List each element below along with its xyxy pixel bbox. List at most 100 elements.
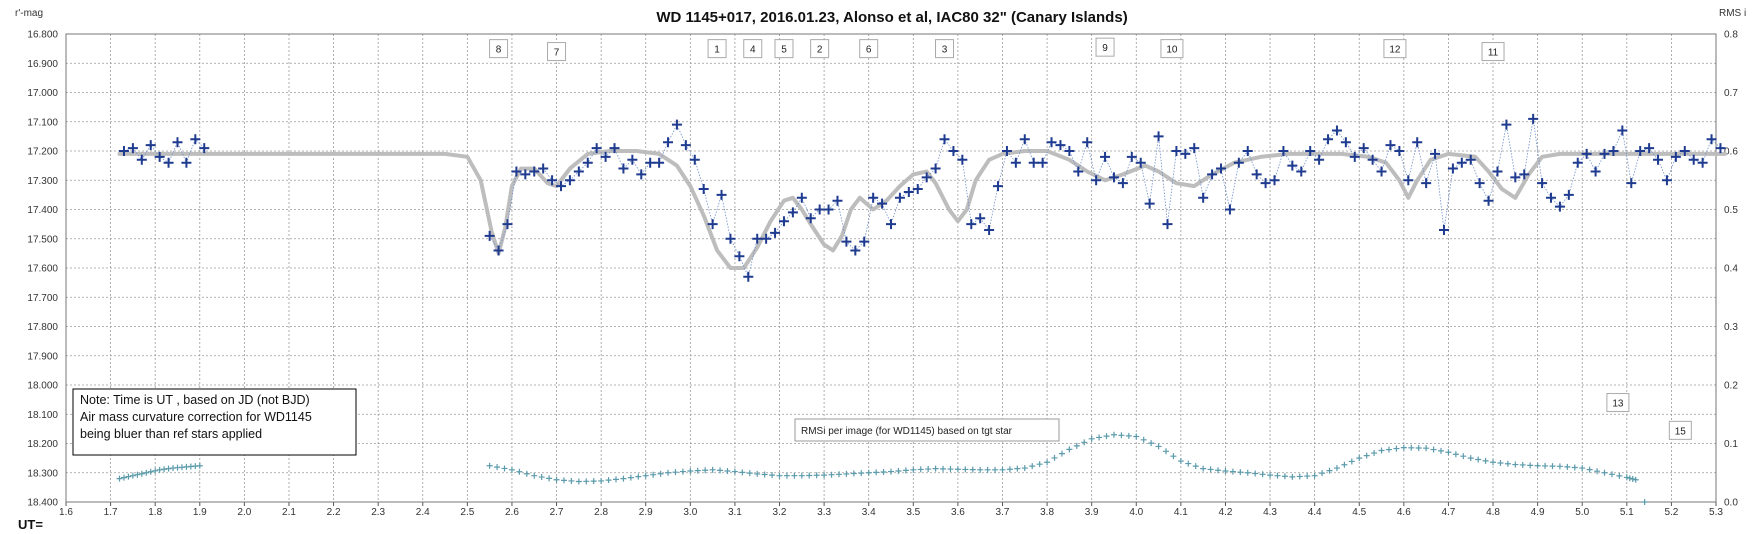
x-tick-label: 1.9 — [193, 507, 207, 518]
rms-point — [1641, 499, 1648, 505]
data-point — [707, 219, 718, 230]
event-label-box — [1383, 39, 1407, 59]
data-point — [993, 181, 1004, 192]
y-axis-label-right: RMS i — [1719, 8, 1746, 19]
rms-point — [1385, 446, 1392, 453]
data-point — [1456, 157, 1467, 168]
data-point — [199, 143, 210, 154]
data-point — [1180, 148, 1191, 159]
data-point — [671, 119, 682, 130]
rms-point — [977, 466, 984, 473]
y-tick-label-left: 17.500 — [27, 234, 58, 245]
data-point — [1590, 166, 1601, 177]
data-point — [181, 157, 192, 168]
data-point — [1082, 137, 1093, 148]
x-tick-label: 1.8 — [148, 507, 162, 518]
data-point — [1019, 134, 1030, 145]
y-tick-label-left: 17.200 — [27, 147, 58, 158]
rms-point — [494, 464, 501, 471]
rms-point — [1296, 473, 1303, 480]
rms-point — [724, 467, 731, 474]
data-point — [1385, 140, 1396, 151]
x-tick-label: 3.1 — [728, 507, 742, 518]
rms-point — [1177, 458, 1184, 465]
data-point — [1028, 157, 1039, 168]
rms-point — [1579, 465, 1586, 472]
data-point — [1287, 160, 1298, 171]
x-tick-label: 1.7 — [104, 507, 118, 518]
data-point — [1661, 175, 1672, 186]
event-label-box — [859, 39, 879, 59]
data-point — [1403, 175, 1414, 186]
rms-point — [1044, 459, 1051, 466]
data-point — [716, 189, 727, 200]
rms-point — [813, 472, 820, 479]
rms-point — [1363, 452, 1370, 459]
rms-point — [1504, 460, 1511, 467]
event-label-box — [1481, 42, 1505, 62]
rms-point — [1423, 445, 1430, 452]
rms-point — [1133, 433, 1140, 440]
x-tick-label: 3.4 — [862, 507, 876, 518]
data-point — [1670, 151, 1681, 162]
x-tick-label: 3.5 — [906, 507, 920, 518]
data-point — [1242, 146, 1253, 156]
x-tick-label: 2.9 — [639, 507, 653, 518]
data-point — [520, 169, 531, 180]
data-point — [1135, 157, 1146, 168]
rms-point — [1445, 449, 1452, 456]
x-tick-label: 4.2 — [1219, 507, 1233, 518]
data-point — [1715, 143, 1726, 154]
y-tick-label-right: 0.7 — [1724, 88, 1738, 99]
data-point — [1394, 146, 1405, 156]
data-point — [966, 219, 977, 230]
data-point — [1537, 178, 1548, 189]
rms-point — [798, 472, 805, 479]
data-point — [778, 216, 789, 227]
rms-point — [709, 466, 716, 473]
rms-point — [1021, 465, 1028, 472]
rms-point — [910, 466, 917, 473]
rms-point — [858, 470, 865, 477]
data-point — [600, 151, 611, 162]
event-label: 7 — [554, 48, 560, 59]
rms-point — [1490, 459, 1497, 466]
rms-point — [783, 472, 790, 479]
rms-point — [1341, 461, 1348, 468]
data-point — [1314, 154, 1325, 165]
data-point — [1358, 143, 1369, 154]
y-tick-label-left: 17.900 — [27, 351, 58, 362]
rms-point — [1378, 447, 1385, 454]
rms-point — [613, 476, 619, 483]
y-tick-label-right: 0.5 — [1724, 205, 1738, 216]
data-point — [1483, 195, 1494, 206]
event-label: 3 — [942, 45, 948, 56]
data-point — [645, 157, 656, 168]
data-point — [1055, 140, 1066, 151]
data-point — [1046, 137, 1057, 148]
rms-point — [1066, 446, 1073, 453]
x-tick-label: 3.0 — [683, 507, 697, 518]
rms-point — [1081, 439, 1088, 446]
rms-point — [1148, 440, 1155, 447]
data-point — [1688, 154, 1699, 165]
x-tick-label: 4.6 — [1397, 507, 1411, 518]
data-point — [609, 143, 620, 154]
data-point — [1073, 166, 1084, 177]
data-point — [787, 207, 798, 218]
rms-point — [1200, 465, 1207, 472]
data-point — [1260, 178, 1271, 189]
rms-point — [1155, 443, 1162, 450]
rms-point — [657, 470, 664, 477]
data-point — [1340, 137, 1351, 148]
rms-point — [1629, 475, 1636, 482]
x-tick-label: 4.3 — [1263, 507, 1277, 518]
data-point — [529, 166, 540, 177]
x-tick-label: 2.0 — [237, 507, 251, 518]
data-point — [136, 154, 147, 165]
x-tick-label: 2.3 — [371, 507, 385, 518]
rms-point — [761, 471, 768, 478]
y-tick-label-left: 17.700 — [27, 293, 58, 304]
data-point — [868, 192, 879, 203]
rms-point — [1096, 434, 1103, 441]
